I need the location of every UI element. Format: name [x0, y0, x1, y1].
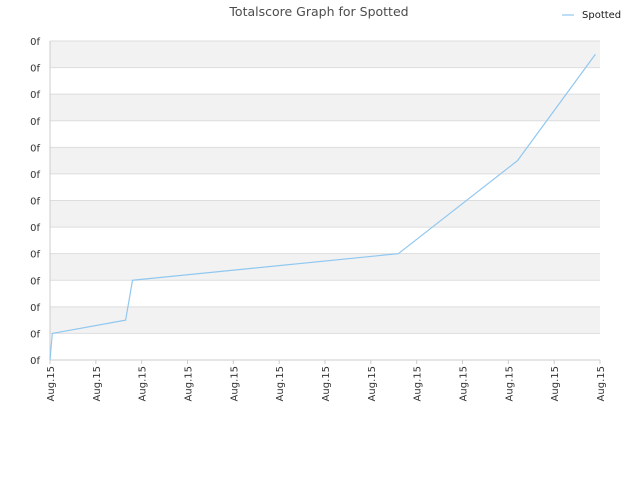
x-tick-label: Aug.15 [138, 366, 149, 401]
y-tick-label: 0f [30, 143, 40, 154]
x-tick-label: Aug.15 [275, 366, 286, 401]
y-tick-label: 0f [30, 356, 40, 367]
grid-band [50, 173, 600, 201]
x-tick-label: Aug.15 [459, 366, 470, 401]
x-tick-label: Aug.15 [229, 366, 240, 401]
x-tick-label: Aug.15 [184, 366, 195, 401]
y-tick-label: 0f [30, 197, 40, 208]
grid-band [50, 120, 600, 148]
grid-band [50, 200, 600, 228]
y-tick-label: 0f [30, 170, 40, 181]
y-tick-label: 0f [30, 223, 40, 234]
chart-title: Totalscore Graph for Spotted [228, 4, 408, 19]
grid-band [50, 67, 600, 95]
y-tick-label: 0f [30, 90, 40, 101]
y-tick-label: 0f [30, 329, 40, 340]
grid-band [50, 253, 600, 281]
y-tick-label: 0f [30, 64, 40, 75]
x-tick-label: Aug.15 [321, 366, 332, 401]
series-line-spotted [49, 53, 596, 361]
y-tick-label: 0f [30, 117, 40, 128]
legend-label-spotted: Spotted [582, 10, 621, 21]
x-tick-label: Aug.15 [550, 366, 561, 401]
x-tick-label: Aug.15 [367, 366, 378, 401]
legend: Spotted [562, 10, 621, 21]
grid-band [50, 227, 600, 254]
series-layer [49, 53, 596, 361]
grid-band [50, 147, 600, 174]
y-tick-label: 0f [30, 250, 40, 261]
grid-band [50, 41, 600, 68]
grid-band [50, 280, 600, 307]
grid-band [50, 333, 600, 360]
y-tick-labels: 0f 0f 0f 0f 0f 0f 0f 0f 0f 0f 0f 0f 0f [30, 37, 40, 367]
grid-bands [50, 41, 600, 360]
y-tick-label: 0f [30, 37, 40, 48]
x-tick-label: Aug.15 [92, 366, 103, 401]
y-tick-label: 0f [30, 276, 40, 287]
x-tick-label: Aug.15 [596, 366, 607, 401]
grid-band [50, 94, 600, 121]
x-tick-labels: Aug.15 Aug.15 Aug.15 Aug.15 Aug.15 Aug.15 Aug.… [46, 360, 607, 401]
x-tick-label: Aug.15 [413, 366, 424, 401]
x-tick-label: Aug.15 [46, 366, 57, 401]
y-tick-label: 0f [30, 303, 40, 314]
x-tick-label: Aug.15 [504, 366, 515, 401]
grid-band [50, 306, 600, 334]
